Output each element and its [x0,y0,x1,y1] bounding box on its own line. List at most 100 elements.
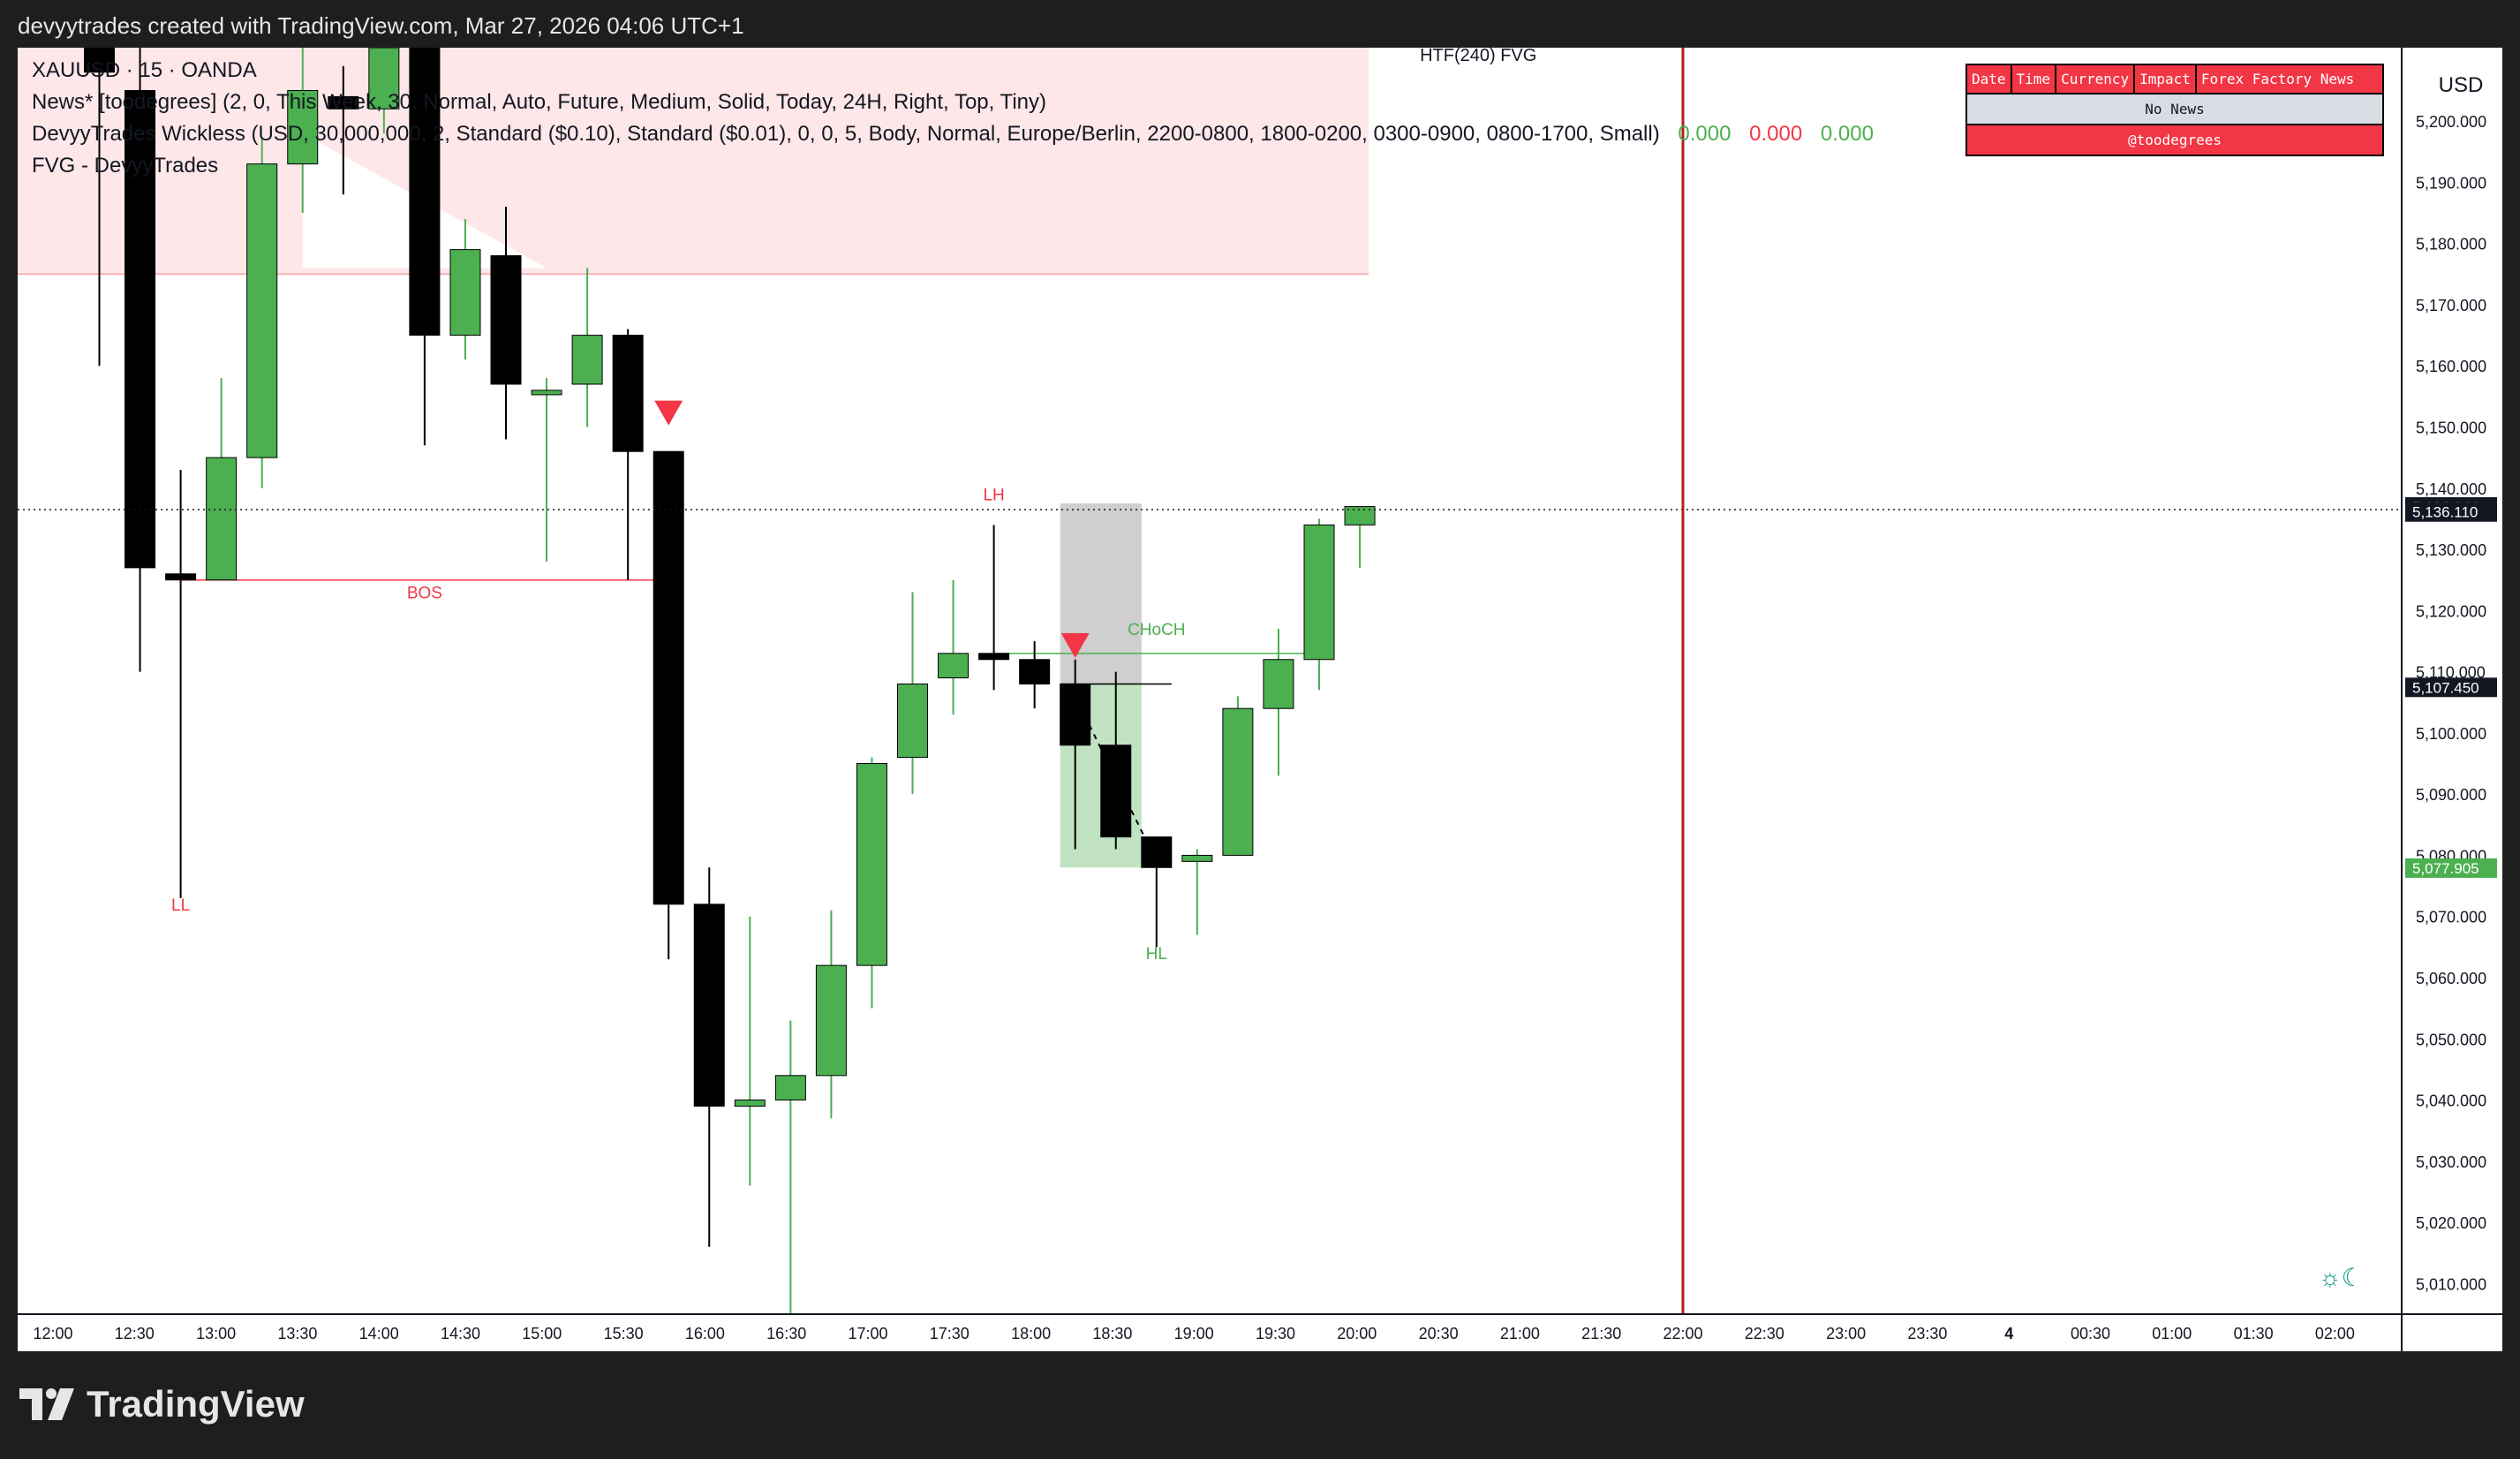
legend-fvg-indicator[interactable]: FVG - DevyyTrades [32,154,218,178]
time-tick-label: 01:30 [2234,1325,2274,1342]
time-tick-label: 17:00 [848,1325,887,1342]
wickless-value-2: 0.000 [1749,122,1803,146]
time-tick-label: 12:00 [33,1325,72,1342]
candle-body [774,1075,806,1101]
footer-bar: TradingView [0,1351,2520,1459]
news-col-impact: Impact [2135,65,2197,93]
price-tick-label: 5,160.000 [2416,358,2486,375]
candle-body [84,48,115,73]
candle-body [856,763,887,966]
candle-body [1303,524,1335,661]
price-badge [2405,502,2497,522]
news-panel-header: Date Time Currency Impact Forex Factory … [1965,64,2384,94]
order-block-box [1060,503,1142,684]
candle-body [1181,854,1213,862]
legend-news-indicator[interactable]: News* [toodegrees] (2, 0, This Week, 30,… [32,90,1046,115]
candle-body [897,683,928,759]
candle-body [1263,659,1294,709]
wickless-indicator-label: DevyyTrades Wickless (USD, 30,000,000, 2… [32,122,1660,146]
news-panel: Date Time Currency Impact Forex Factory … [1965,64,2384,156]
candle-body [693,903,725,1107]
time-tick-label: 15:00 [522,1325,562,1342]
price-chart[interactable]: LL BOS LH CHoCH HL HTF(240) FVG 5,010.000 5,020… [18,48,2502,1351]
time-tick-label: 16:30 [766,1325,806,1342]
price-tick-label: 5,130.000 [2416,541,2486,559]
price-tick-label: 5,180.000 [2416,236,2486,253]
structure-label-ll: LL [171,896,190,915]
brand-name: TradingView [87,1383,305,1425]
structure-label-lh: LH [983,487,1004,505]
htf-fvg-cutout [302,132,547,268]
price-tick-label: 5,170.000 [2416,297,2486,314]
attribution-text: devyytrades created with TradingView.com… [18,12,744,39]
time-tick-label: 13:30 [277,1325,317,1342]
time-tick-label: 16:00 [685,1325,725,1342]
attribution-bar: devyytrades created with TradingView.com… [0,0,2520,48]
time-tick-label: 13:00 [196,1325,236,1342]
price-tick-label: 5,030.000 [2416,1153,2486,1171]
structure-dashed-line [1074,695,1158,862]
price-badge [2405,858,2497,878]
structure-label-hl: HL [1146,945,1167,964]
candle-body [978,653,1010,661]
price-tick-label: 5,200.000 [2416,113,2486,131]
candle-body [368,48,400,110]
price-tick-label: 5,060.000 [2416,970,2486,987]
candle-body [206,457,238,581]
news-indicator-label: News* [toodegrees] (2, 0, This Week, 30,… [32,90,1046,114]
down-triangle-icon [654,400,683,426]
price-tick-label: 5,050.000 [2416,1031,2486,1048]
price-badge-label: 5,077.905 [2412,860,2479,877]
brand[interactable]: TradingView [19,1378,305,1431]
candle-body [1222,707,1254,856]
down-triangle-icon [1060,632,1090,658]
time-tick-label: 23:00 [1826,1325,1866,1342]
price-tick-label: 5,010.000 [2416,1275,2486,1293]
time-tick-label: 20:00 [1337,1325,1377,1342]
price-badge-label: 5,136.110 [2412,504,2478,521]
time-tick-label: 22:00 [1663,1325,1702,1342]
time-tick-label: 21:30 [1581,1325,1621,1342]
price-tick-label: 5,020.000 [2416,1214,2486,1232]
candle-body [1344,506,1376,525]
wickless-value-3: 0.000 [1820,122,1874,146]
wickless-value-1: 0.000 [1678,122,1732,146]
price-badge-label: 5,107.450 [2412,679,2479,696]
time-tick-label: 19:00 [1174,1325,1214,1342]
price-tick-label: 5,120.000 [2416,602,2486,620]
price-tick-label: 5,040.000 [2416,1092,2486,1110]
htf-fvg-label: HTF(240) FVG [1420,48,1536,65]
candle-body [612,335,644,452]
chart-frame[interactable]: LL BOS LH CHoCH HL HTF(240) FVG 5,010.000 5,020… [18,48,2502,1351]
news-col-date: Date [1967,65,2012,93]
candle-body [571,335,603,385]
candle-body [490,255,522,385]
structure-label-choch: CHoCH [1128,621,1185,639]
candle-body [1060,683,1091,746]
currency-button[interactable]: USD [2438,73,2484,97]
candle-body [328,95,359,110]
time-tick-label: 4 [2004,1325,2013,1342]
structure-label-bos: BOS [407,584,442,602]
candle-body [449,249,481,336]
time-tick-label: 00:30 [2071,1325,2110,1342]
candle-body [165,573,197,581]
legend-wickless-indicator[interactable]: DevyyTrades Wickless (USD, 30,000,000, 2… [32,122,1874,147]
plot-area: LL BOS LH CHoCH HL HTF(240) FVG [18,48,1536,1314]
time-tick-label: 17:30 [930,1325,970,1342]
price-tick-label: 5,110.000 [2416,664,2486,682]
time-tick-label: 12:30 [115,1325,155,1342]
candle-body [287,89,319,165]
news-handle: @toodegrees [1965,125,2384,156]
price-tick-label: 5,140.000 [2416,480,2486,498]
candle-body [734,1100,766,1107]
time-tick-label: 14:00 [359,1325,399,1342]
fvg-indicator-label: FVG - DevyyTrades [32,154,219,178]
price-tick-label: 5,150.000 [2416,420,2486,437]
legend-symbol[interactable]: XAUUSD · 15 · OANDA [32,58,257,83]
htf-fvg-zone [18,48,1369,275]
time-tick-label: 19:30 [1256,1325,1295,1342]
candle-body [1100,745,1132,838]
time-tick-label: 21:00 [1500,1325,1540,1342]
time-tick-label: 15:30 [604,1325,644,1342]
